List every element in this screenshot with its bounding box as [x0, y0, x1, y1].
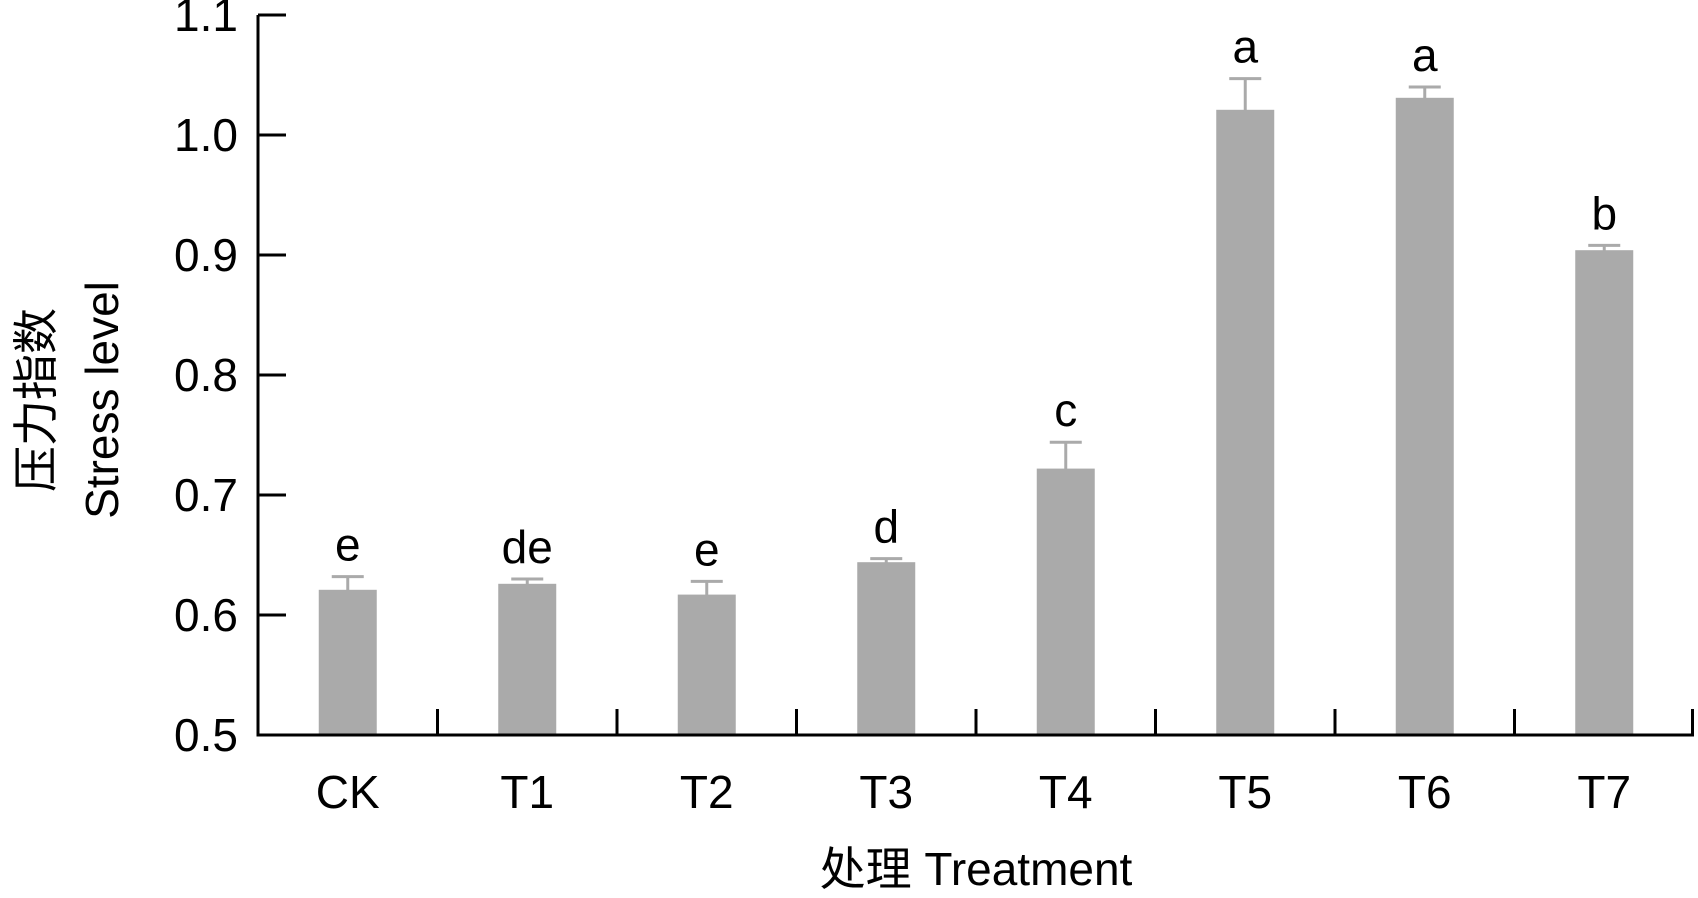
x-axis-title: 处理 Treatment — [820, 843, 1133, 895]
bar — [1216, 109, 1275, 736]
bar — [857, 562, 916, 735]
bar — [498, 583, 557, 735]
y-tick-label: 0.7 — [174, 469, 238, 521]
x-tick-label: T2 — [680, 766, 734, 818]
x-tick-label: T1 — [500, 766, 554, 818]
y-axis-title: 压力指数 Stress level — [10, 281, 128, 519]
y-tick-label: 0.9 — [174, 229, 238, 281]
y-tick-label: 1.0 — [174, 109, 238, 161]
x-tick-label: CK — [316, 766, 380, 818]
y-tick-label: 1.1 — [174, 0, 238, 41]
bar — [318, 589, 377, 735]
x-tick-label: T3 — [859, 766, 913, 818]
x-tick-label: T7 — [1577, 766, 1631, 818]
bar — [1036, 468, 1095, 735]
plot-area: e CK de T1 e T2 d T3 c T4 a T5 a T6 b T7 0.5 0.6 0.7 0.8 0.9… — [174, 0, 1694, 818]
significance-label: d — [873, 501, 899, 553]
significance-label: e — [335, 519, 361, 571]
significance-label: b — [1591, 187, 1617, 239]
significance-label: a — [1232, 21, 1258, 73]
x-tick-label: T4 — [1039, 766, 1093, 818]
y-tick-label: 0.5 — [174, 709, 238, 761]
y-axis-title-cn: 压力指数 — [10, 308, 62, 492]
significance-label: e — [694, 523, 720, 575]
significance-label: c — [1054, 384, 1077, 436]
significance-label: de — [502, 521, 553, 573]
x-tick-label: T6 — [1398, 766, 1452, 818]
y-tick-label: 0.8 — [174, 349, 238, 401]
bar — [1395, 97, 1454, 736]
x-tick-label: T5 — [1218, 766, 1272, 818]
bar — [677, 594, 736, 735]
y-axis-title-en: Stress level — [76, 281, 128, 519]
y-tick-label: 0.6 — [174, 589, 238, 641]
bar — [1575, 250, 1634, 735]
significance-label: a — [1412, 29, 1438, 81]
